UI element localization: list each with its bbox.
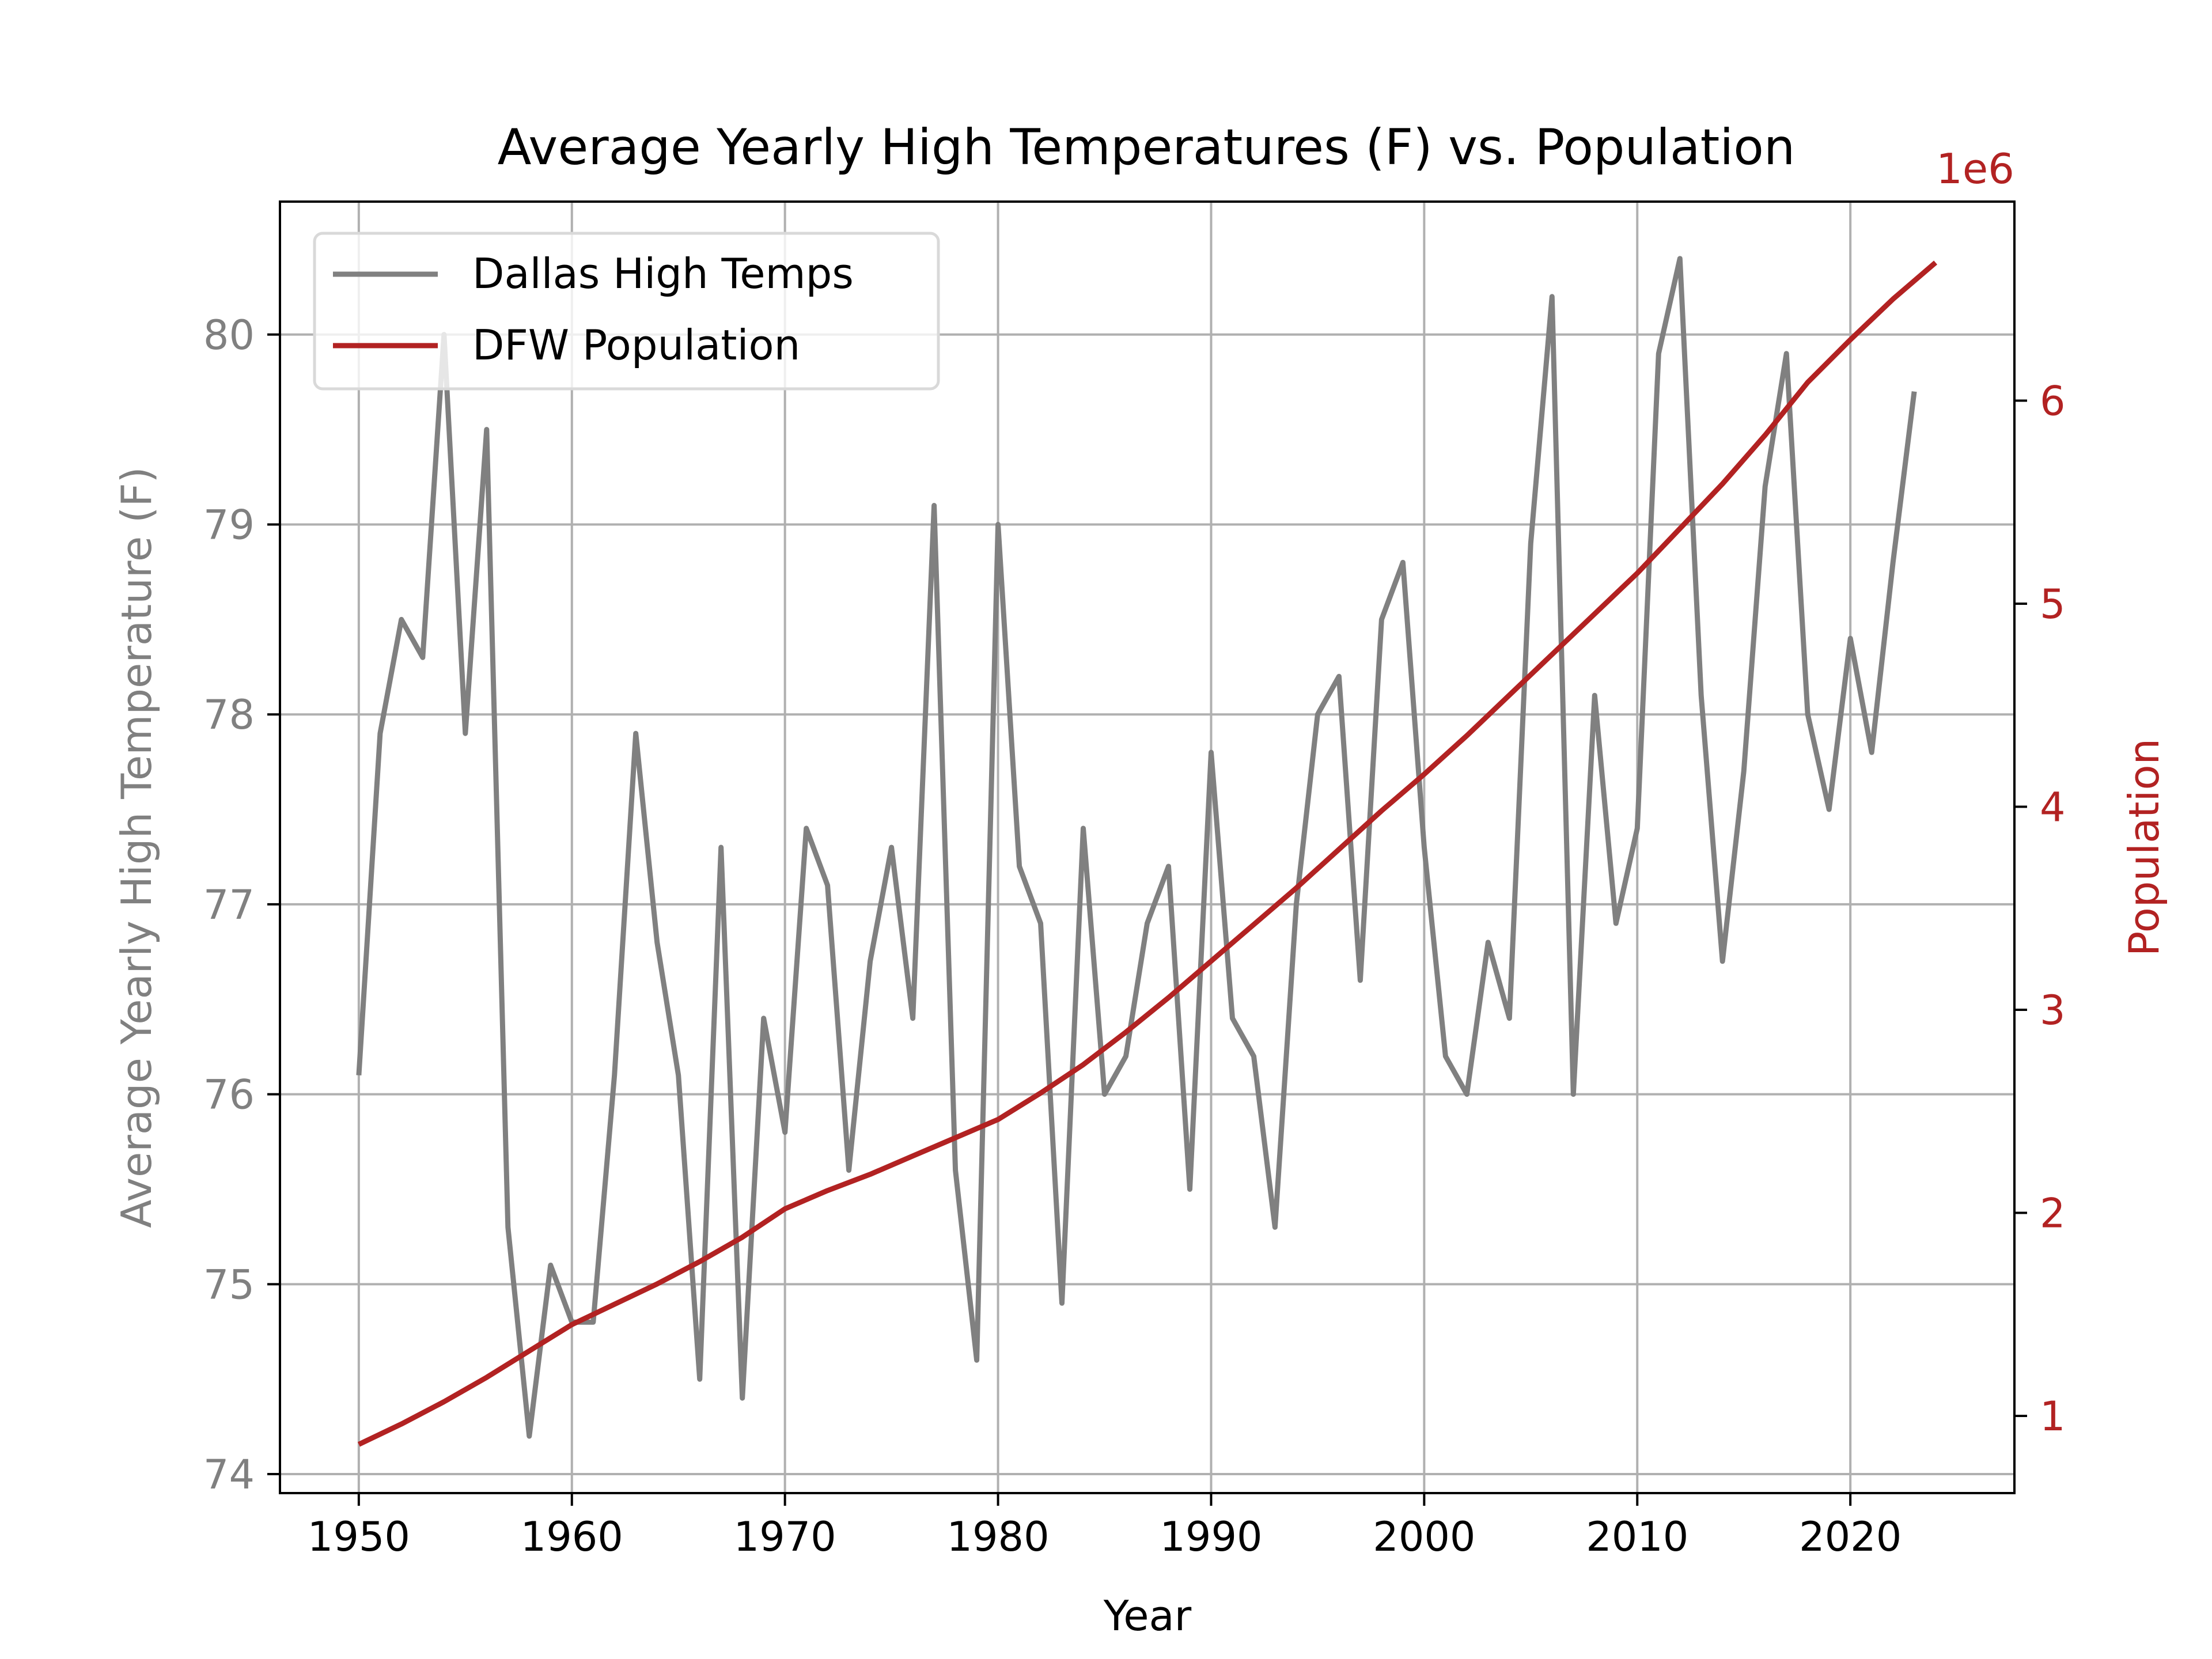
y-axis-left: 74 75 76 77 78 79 80 (203, 312, 280, 1498)
y-axis-right: 1 2 3 4 5 6 (2014, 377, 2066, 1440)
y-right-tick-label: 4 (2040, 783, 2066, 831)
x-tick-label: 2000 (1373, 1513, 1475, 1560)
legend-label-temps: Dallas High Temps (472, 249, 854, 298)
x-axis-label: Year (1103, 1592, 1192, 1640)
legend-label-population: DFW Population (472, 321, 800, 369)
population-line (357, 260, 1938, 1447)
temperature-line (356, 256, 1917, 1439)
axes-frame (279, 200, 2016, 1494)
x-tick-label: 2020 (1799, 1513, 1902, 1560)
y-axis-right-label: Population (2120, 738, 2168, 956)
y-right-tick-label: 5 (2040, 581, 2066, 628)
x-tick-label: 1960 (521, 1513, 623, 1560)
legend: Dallas High Temps DFW Population (313, 232, 940, 391)
y-right-tick-label: 6 (2040, 377, 2066, 425)
x-tick-label: 1950 (308, 1513, 410, 1560)
temperature-series (356, 256, 1917, 1439)
x-axis: 1950 1960 1970 1980 1990 2000 2010 2020 (308, 1493, 1902, 1560)
x-tick-label: 1990 (1160, 1513, 1262, 1560)
y-left-tick-label: 78 (203, 691, 255, 738)
y-right-tick-label: 3 (2040, 987, 2066, 1034)
y-left-tick-label: 77 (203, 881, 255, 929)
y-axis-left-label: Average Yearly High Temperature (F) (112, 467, 161, 1228)
y-left-tick-label: 74 (203, 1451, 255, 1498)
x-tick-label: 1970 (734, 1513, 836, 1560)
x-tick-label: 1980 (946, 1513, 1049, 1560)
y-right-tick-label: 1 (2040, 1393, 2066, 1440)
legend-box (313, 232, 940, 391)
grid (280, 202, 2014, 1493)
y-left-tick-label: 79 (203, 502, 255, 549)
chart-title: Average Yearly High Temperatures (F) vs.… (498, 119, 1796, 176)
y-left-tick-label: 80 (203, 312, 255, 359)
x-tick-label: 2010 (1586, 1513, 1688, 1560)
y-right-tick-label: 2 (2040, 1190, 2066, 1237)
y-left-tick-label: 76 (203, 1071, 255, 1119)
right-axis-offset-label: 1e6 (1936, 145, 2014, 193)
y-left-tick-label: 75 (203, 1261, 255, 1308)
population-series (357, 260, 1938, 1447)
